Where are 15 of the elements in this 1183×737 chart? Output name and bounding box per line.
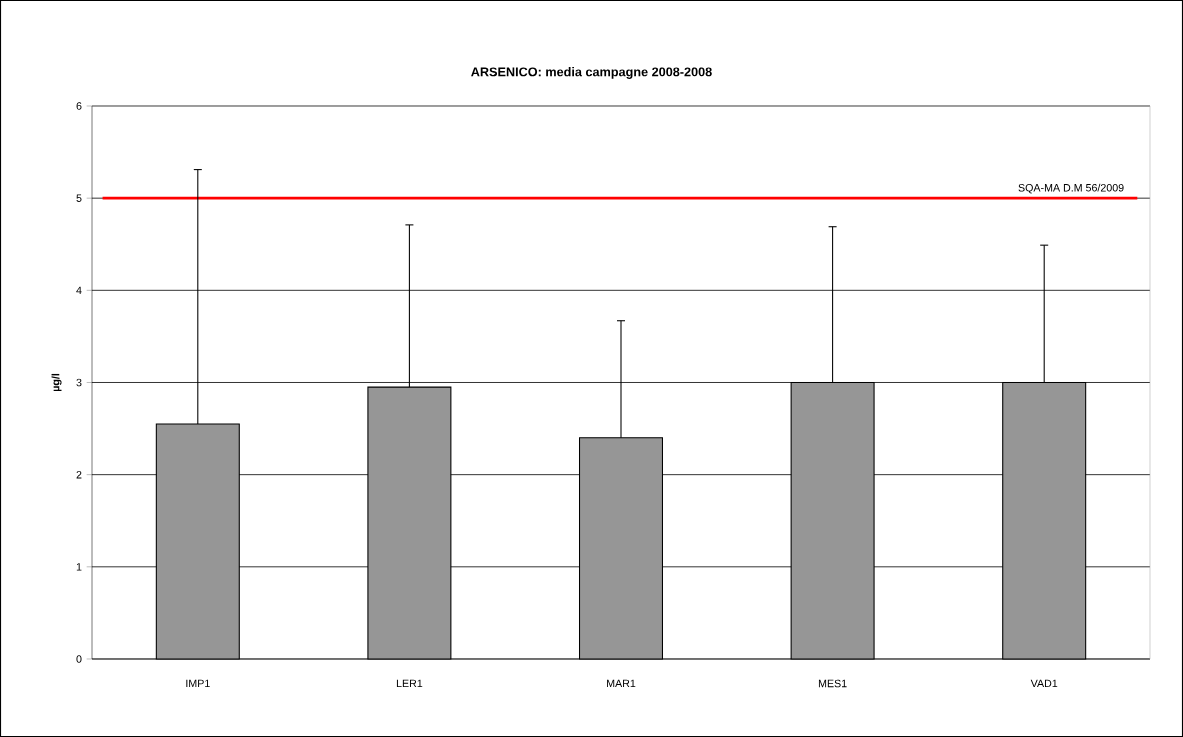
chart-title: ARSENICO: media campagne 2008-2008 [471,67,712,79]
y-tick-label: 0 [76,655,82,663]
ref-line-label: SQA-MA D.M 56/2009 [1018,183,1124,194]
x-tick-label: VAD1 [1030,679,1058,688]
y-tick-label: 2 [76,470,82,479]
y-axis-title: µg/l [51,373,62,392]
x-tick-label: MAR1 [607,679,636,688]
x-tick-label: IMP1 [186,679,210,688]
y-tick-label: 5 [76,194,82,202]
y-tick-label: 4 [76,286,82,294]
y-tick-label: 3 [76,378,82,387]
y-tick-label: 6 [76,102,82,110]
y-tick-label: 1 [76,563,82,571]
x-tick-label: LER1 [396,679,423,688]
x-tick-label: MES1 [818,679,847,688]
